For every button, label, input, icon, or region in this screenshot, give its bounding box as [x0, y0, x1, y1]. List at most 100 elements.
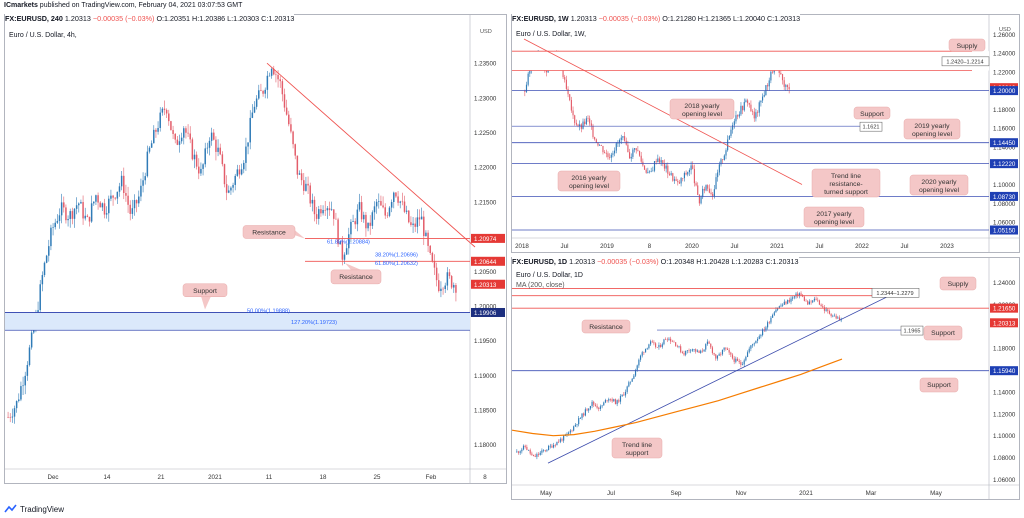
top-right-chart-panel: FX:EURUSD, 1W 1.20313 −0.00035 (−0.03%) …	[511, 14, 1020, 253]
opening-2017-callout-text: opening level	[814, 219, 855, 226]
candle-body	[693, 349, 695, 350]
candle-body	[636, 365, 638, 371]
candle-body	[650, 171, 652, 172]
candle-body	[277, 74, 279, 80]
candle-body	[345, 248, 348, 255]
resistance-callout-1-tail	[295, 230, 305, 239]
support-callout-text: Support	[860, 111, 884, 118]
candle-body	[183, 128, 185, 138]
candle-body	[697, 185, 699, 195]
trendline-callout-box	[811, 168, 881, 198]
candle-body	[22, 385, 24, 387]
price-tag-1.20000-bg	[990, 86, 1018, 96]
candle-body	[365, 214, 367, 229]
fib-label: 61.80%(1.20632)	[375, 261, 418, 267]
candle-body	[382, 205, 384, 208]
candle-body	[524, 445, 526, 447]
candle-body	[13, 408, 16, 417]
candle-body	[688, 350, 690, 351]
x-tick-label: 2021	[208, 474, 222, 481]
candle-body	[249, 117, 251, 143]
candle-body	[589, 406, 591, 409]
candle-body	[678, 182, 681, 184]
x-tick-label: 2022	[855, 243, 869, 250]
candle-body	[125, 193, 127, 196]
y-tick-label: 1.21500	[474, 199, 497, 206]
candle-body	[825, 309, 827, 311]
opening-2016-callout-text: opening level	[569, 183, 610, 190]
candle-body	[698, 194, 700, 204]
candle-body	[24, 375, 26, 386]
candle-body	[648, 171, 651, 173]
candle-body	[713, 353, 715, 355]
candle-body	[616, 400, 618, 405]
candle-body	[58, 215, 61, 221]
candle-body	[647, 171, 649, 173]
candle-body	[11, 416, 14, 418]
candle-body	[718, 354, 720, 356]
candle-body	[444, 285, 446, 290]
candle-body	[178, 141, 181, 145]
candle-body	[673, 341, 675, 343]
candle-body	[753, 343, 755, 345]
price-tag-1.15940-bg	[990, 366, 1018, 376]
candle-body	[266, 75, 269, 90]
candle-body	[758, 336, 760, 339]
opening-2016-callout-text: 2016 yearly	[571, 175, 607, 182]
tr-ohlc: O:1.21280 H:1.21365 L:1.20040 C:1.20313	[660, 14, 801, 23]
candle-body	[598, 407, 600, 409]
candle-body	[294, 144, 296, 156]
candle-body	[255, 98, 258, 107]
candle-body	[531, 453, 533, 455]
opening-2017-callout-box	[803, 206, 865, 228]
candle-body	[356, 209, 359, 225]
candle-body	[418, 217, 421, 220]
candle-body	[88, 216, 91, 222]
candle-body	[440, 288, 442, 292]
candle-body	[579, 418, 581, 419]
candle-body	[602, 145, 604, 153]
candle-body	[710, 343, 712, 348]
candle-body	[50, 227, 52, 247]
candle-body	[631, 378, 633, 382]
candle-body	[18, 399, 20, 402]
trend-line	[523, 38, 803, 185]
candle-body	[527, 449, 530, 451]
candle-body	[26, 364, 29, 376]
price-tag-1.20313-bg	[990, 318, 1018, 328]
candle-body	[606, 400, 608, 401]
x-tick-label: Sep	[670, 490, 682, 497]
candle-body	[52, 227, 54, 228]
candle-body	[634, 370, 637, 376]
candle-body	[30, 332, 33, 348]
candle-body	[412, 223, 414, 225]
candle-body	[628, 152, 631, 159]
candle-body	[541, 450, 543, 453]
y-tick-label: 1.18000	[993, 346, 1016, 353]
candle-body	[673, 179, 676, 181]
candle-body	[675, 342, 677, 346]
candle-body	[206, 147, 209, 149]
candle-body	[653, 342, 655, 344]
publisher-name: ICmarkets	[4, 2, 38, 9]
candle-body	[592, 125, 594, 138]
y-tick-label: 1.08000	[993, 455, 1016, 462]
supply-callout-text: Supply	[957, 43, 978, 50]
candle-body	[710, 192, 712, 194]
candle-body	[554, 444, 556, 446]
candle-body	[713, 189, 715, 197]
candle-body	[563, 435, 565, 441]
candle-body	[767, 322, 769, 328]
x-tick-label: 14	[104, 474, 111, 481]
supply-callout-text: Supply	[948, 281, 969, 288]
candle-body	[116, 191, 119, 199]
candle-body	[315, 214, 318, 219]
fib-label: 127.20%(1.19723)	[291, 320, 337, 326]
candle-body	[544, 450, 546, 451]
candle-body	[827, 309, 829, 311]
candle-body	[328, 208, 331, 211]
candle-body	[388, 207, 391, 216]
candle-body	[745, 100, 747, 102]
candle-body	[187, 132, 189, 134]
y-tick-label: 1.24000	[993, 51, 1016, 58]
